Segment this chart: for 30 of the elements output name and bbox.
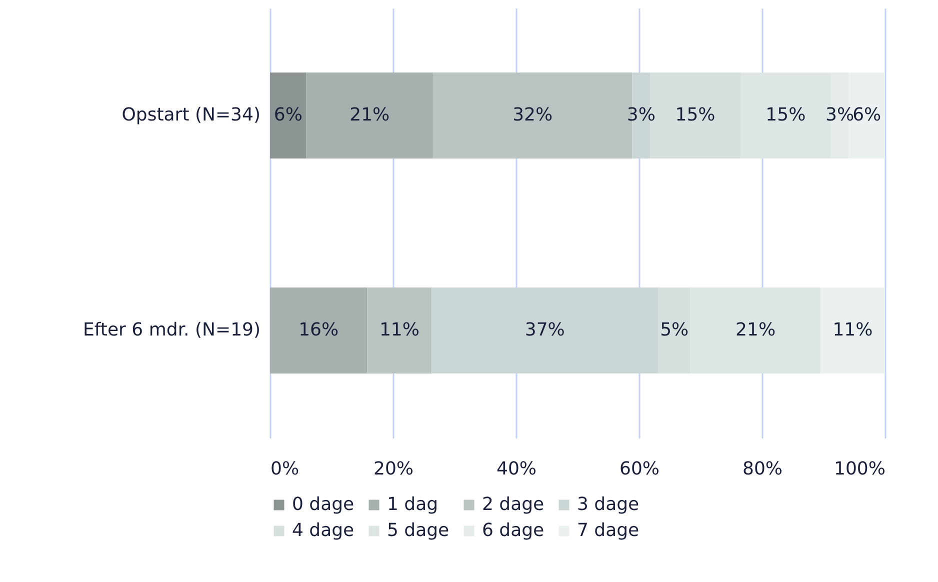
data-label: 11% — [832, 320, 873, 340]
legend-label: 5 dage — [387, 520, 450, 541]
data-label: 6% — [274, 104, 302, 126]
x-tick-label: 80% — [742, 458, 783, 480]
data-label: 21% — [736, 320, 776, 340]
data-label: 3% — [826, 104, 854, 126]
data-label: 21% — [350, 104, 390, 126]
x-tick-label: 100% — [834, 458, 886, 480]
data-label: 37% — [524, 320, 565, 340]
data-label: 32% — [512, 104, 553, 126]
legend-label: 2 dage — [482, 494, 544, 515]
data-label: 3% — [626, 104, 656, 126]
x-tick-label: 40% — [496, 458, 537, 480]
data-label: 15% — [766, 104, 806, 126]
y-tick-label: Efter 6 mdr. (N=19) — [83, 320, 260, 340]
data-label: 11% — [379, 320, 420, 340]
data-label: 16% — [298, 320, 339, 340]
legend-label: 1 dag — [387, 494, 438, 515]
x-tick-label: 0% — [270, 458, 300, 480]
y-tick-label: Opstart (N=34) — [122, 104, 260, 126]
legend-label: 4 dage — [292, 520, 354, 541]
legend-label: 7 dage — [577, 520, 640, 541]
x-tick-label: 60% — [619, 458, 660, 480]
legend-label: 6 dage — [482, 520, 544, 541]
x-tick-label: 20% — [373, 458, 414, 480]
legend-label: 0 dage — [292, 494, 354, 515]
data-label: 6% — [852, 104, 882, 126]
legend-label: 3 dage — [577, 494, 640, 515]
data-label: 5% — [660, 320, 689, 340]
data-label: 15% — [675, 104, 716, 126]
